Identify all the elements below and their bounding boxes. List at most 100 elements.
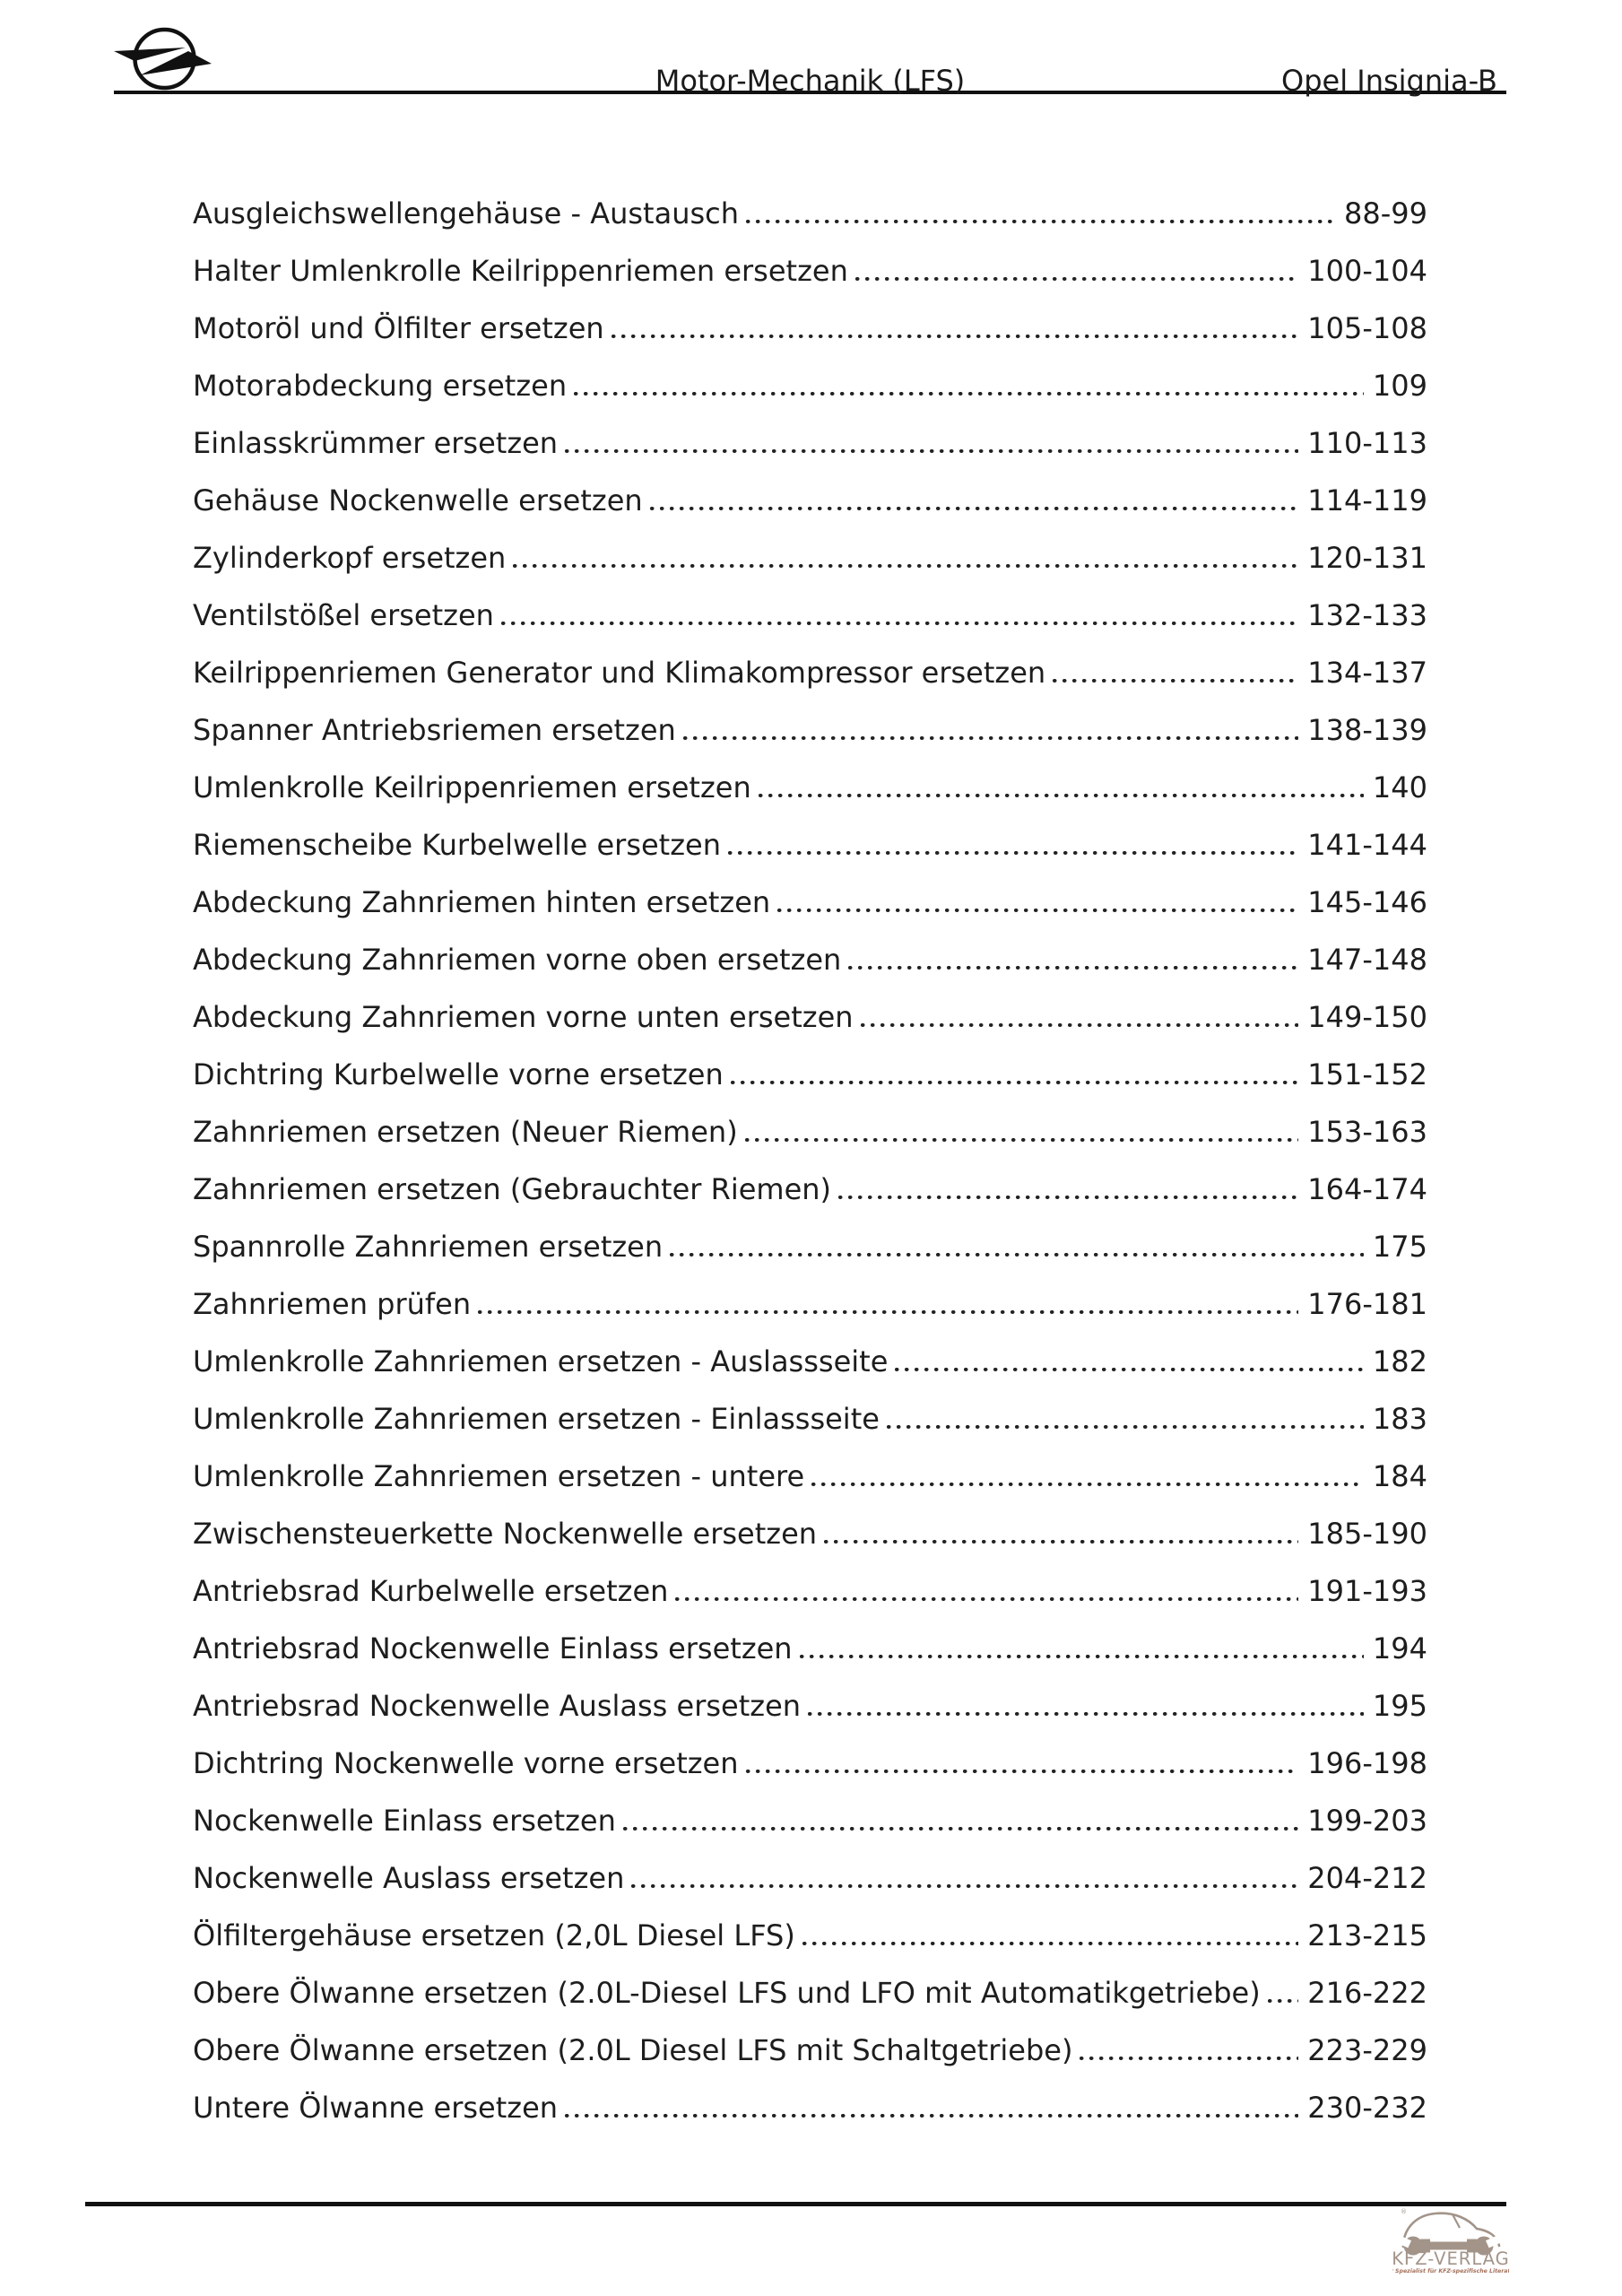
toc-dot-leader bbox=[675, 1596, 1299, 1601]
toc-entry-pages: 230-232 bbox=[1307, 2091, 1427, 2125]
kfz-verlag-wordmark: KFZ-VERLAG bbox=[1392, 2248, 1509, 2269]
toc-entry-title: Abdeckung Zahnriemen hinten ersetzen bbox=[193, 885, 771, 919]
toc-dot-leader bbox=[1267, 1998, 1299, 2003]
toc-entry-title: Abdeckung Zahnriemen vorne oben ersetzen bbox=[193, 943, 842, 977]
toc-entry[interactable]: Untere Ölwanne ersetzen 230-232 bbox=[193, 2092, 1427, 2150]
toc-dot-leader bbox=[478, 1309, 1299, 1314]
toc-entry-pages: 110-113 bbox=[1307, 426, 1427, 460]
toc-entry[interactable]: Umlenkrolle Keilrippenriemen ersetzen 14… bbox=[193, 772, 1427, 830]
toc-entry[interactable]: Dichtring Kurbelwelle vorne ersetzen 151… bbox=[193, 1059, 1427, 1117]
toc-dot-leader bbox=[802, 1941, 1299, 1945]
toc-entry[interactable]: Ölfiltergehäuse ersetzen (2,0L Diesel LF… bbox=[193, 1920, 1427, 1978]
opel-blitz-logo bbox=[114, 27, 212, 91]
toc-entry[interactable]: Zahnriemen ersetzen (Gebrauchter Riemen)… bbox=[193, 1174, 1427, 1231]
toc-dot-leader bbox=[574, 391, 1364, 396]
toc-entry-pages: 182 bbox=[1372, 1344, 1427, 1378]
toc-entry[interactable]: Nockenwelle Einlass ersetzen 199-203 bbox=[193, 1805, 1427, 1863]
toc-entry-title: Zylinderkopf ersetzen bbox=[193, 541, 507, 575]
toc-entry-pages: 213-215 bbox=[1307, 1918, 1427, 1952]
toc-entry[interactable]: Gehäuse Nockenwelle ersetzen 114-119 bbox=[193, 485, 1427, 543]
toc-entry-pages: 100-104 bbox=[1307, 254, 1427, 288]
wrench-icon bbox=[1396, 2235, 1501, 2256]
toc-entry[interactable]: Keilrippenriemen Generator und Klimakomp… bbox=[193, 657, 1427, 715]
toc-dot-leader bbox=[854, 276, 1299, 281]
toc-entry[interactable]: Zahnriemen ersetzen (Neuer Riemen) 153-1… bbox=[193, 1117, 1427, 1174]
toc-entry[interactable]: Zahnriemen prüfen 176-181 bbox=[193, 1289, 1427, 1346]
toc-entry[interactable]: Obere Ölwanne ersetzen (2.0L-Diesel LFS … bbox=[193, 1978, 1427, 2035]
toc-dot-leader bbox=[811, 1482, 1364, 1486]
toc-entry[interactable]: Umlenkrolle Zahnriemen ersetzen - untere… bbox=[193, 1461, 1427, 1518]
toc-entry-title: Untere Ölwanne ersetzen bbox=[193, 2091, 559, 2125]
toc-entry-pages: 140 bbox=[1372, 770, 1427, 804]
toc-entry-title: Umlenkrolle Keilrippenriemen ersetzen bbox=[193, 770, 751, 804]
toc-dot-leader bbox=[758, 793, 1364, 797]
toc-dot-leader bbox=[744, 1137, 1299, 1142]
toc-entry-pages: 138-139 bbox=[1307, 713, 1427, 747]
toc-entry[interactable]: Ventilstößel ersetzen 132-133 bbox=[193, 600, 1427, 657]
toc-dot-leader bbox=[746, 219, 1336, 223]
toc-entry-title: Umlenkrolle Zahnriemen ersetzen - Auslas… bbox=[193, 1344, 889, 1378]
toc-dot-leader bbox=[848, 965, 1299, 970]
toc-dot-leader bbox=[745, 1769, 1299, 1773]
toc-entry-pages: 120-131 bbox=[1307, 541, 1427, 575]
toc-entry-pages: 184 bbox=[1372, 1459, 1427, 1493]
toc-entry[interactable]: Antriebsrad Nockenwelle Auslass ersetzen… bbox=[193, 1691, 1427, 1748]
toc-entry[interactable]: Motoröl und Ölfilter ersetzen 105-108 bbox=[193, 313, 1427, 370]
toc-entry[interactable]: Riemenscheibe Kurbelwelle ersetzen 141-1… bbox=[193, 830, 1427, 887]
toc-dot-leader bbox=[611, 334, 1299, 338]
toc-entry[interactable]: Spanner Antriebsriemen ersetzen 138-139 bbox=[193, 715, 1427, 772]
toc-entry[interactable]: Einlasskrümmer ersetzen 110-113 bbox=[193, 428, 1427, 485]
page-header: Motor-Mechanik (LFS) Opel Insignia-B bbox=[114, 0, 1506, 96]
toc-dot-leader bbox=[1053, 678, 1299, 683]
toc-entry[interactable]: Ausgleichswellengehäuse - Austausch 88-9… bbox=[193, 198, 1427, 256]
toc-dot-leader bbox=[565, 448, 1299, 453]
toc-entry[interactable]: Antriebsrad Nockenwelle Einlass ersetzen… bbox=[193, 1633, 1427, 1691]
windshield-line-icon bbox=[1452, 2213, 1461, 2229]
toc-dot-leader bbox=[860, 1022, 1299, 1027]
toc-dot-leader bbox=[838, 1195, 1299, 1199]
toc-entry-pages: 216-222 bbox=[1307, 1976, 1427, 2010]
toc-entry[interactable]: Obere Ölwanne ersetzen (2.0L Diesel LFS … bbox=[193, 2035, 1427, 2092]
toc-entry-pages: 105-108 bbox=[1307, 311, 1427, 345]
toc-entry-title: Keilrippenriemen Generator und Klimakomp… bbox=[193, 656, 1046, 690]
toc-entry[interactable]: Abdeckung Zahnriemen hinten ersetzen 145… bbox=[193, 887, 1427, 944]
toc-entry[interactable]: Zylinderkopf ersetzen 120-131 bbox=[193, 543, 1427, 600]
toc-entry[interactable]: Dichtring Nockenwelle vorne ersetzen 196… bbox=[193, 1748, 1427, 1805]
toc-entry[interactable]: Nockenwelle Auslass ersetzen 204-212 bbox=[193, 1863, 1427, 1920]
toc-entry-pages: 204-212 bbox=[1307, 1861, 1427, 1895]
toc-entry-pages: 183 bbox=[1372, 1402, 1427, 1436]
toc-entry[interactable]: Halter Umlenkrolle Keilrippenriemen erse… bbox=[193, 256, 1427, 313]
toc-dot-leader bbox=[727, 850, 1299, 855]
kfz-verlag-logo: ® KFZ-VERLAG Ihr Spezialist für KFZ-spez… bbox=[1392, 2208, 1509, 2274]
toc-dot-leader bbox=[565, 2113, 1299, 2118]
toc-dot-leader bbox=[730, 1080, 1299, 1084]
toc-entry-title: Antriebsrad Nockenwelle Einlass ersetzen bbox=[193, 1631, 793, 1665]
toc-entry-title: Zahnriemen ersetzen (Neuer Riemen) bbox=[193, 1115, 738, 1149]
toc-entry[interactable]: Umlenkrolle Zahnriemen ersetzen - Auslas… bbox=[193, 1346, 1427, 1404]
toc-entry[interactable]: Abdeckung Zahnriemen vorne unten ersetze… bbox=[193, 1002, 1427, 1059]
toc-list: Ausgleichswellengehäuse - Austausch 88-9… bbox=[193, 198, 1427, 2150]
toc-entry[interactable]: Abdeckung Zahnriemen vorne oben ersetzen… bbox=[193, 944, 1427, 1002]
toc-entry-title: Zahnriemen ersetzen (Gebrauchter Riemen) bbox=[193, 1172, 832, 1206]
toc-entry-pages: 195 bbox=[1372, 1689, 1427, 1723]
toc-entry-pages: 88-99 bbox=[1344, 196, 1427, 230]
toc-entry-title: Gehäuse Nockenwelle ersetzen bbox=[193, 483, 643, 517]
toc-entry-pages: 194 bbox=[1372, 1631, 1427, 1665]
toc-entry-title: Abdeckung Zahnriemen vorne unten ersetze… bbox=[193, 1000, 854, 1034]
toc-entry-pages: 134-137 bbox=[1307, 656, 1427, 690]
toc-entry[interactable]: Motorabdeckung ersetzen 109 bbox=[193, 370, 1427, 428]
toc-entry[interactable]: Zwischensteuerkette Nockenwelle ersetzen… bbox=[193, 1518, 1427, 1576]
toc-entry-title: Zahnriemen prüfen bbox=[193, 1287, 472, 1321]
toc-entry-pages: 223-229 bbox=[1307, 2033, 1427, 2067]
toc-entry[interactable]: Antriebsrad Kurbelwelle ersetzen 191-193 bbox=[193, 1576, 1427, 1633]
toc-entry-title: Antriebsrad Nockenwelle Auslass ersetzen bbox=[193, 1689, 802, 1723]
toc-entry-title: Ausgleichswellengehäuse - Austausch bbox=[193, 196, 740, 230]
toc-entry[interactable]: Umlenkrolle Zahnriemen ersetzen - Einlas… bbox=[193, 1404, 1427, 1461]
toc-entry[interactable]: Spannrolle Zahnriemen ersetzen 175 bbox=[193, 1231, 1427, 1289]
toc-dot-leader bbox=[682, 735, 1299, 740]
toc-dot-leader bbox=[777, 908, 1299, 912]
toc-entry-title: Nockenwelle Auslass ersetzen bbox=[193, 1861, 625, 1895]
toc-entry-title: Spanner Antriebsriemen ersetzen bbox=[193, 713, 676, 747]
toc-entry-title: Ölfiltergehäuse ersetzen (2,0L Diesel LF… bbox=[193, 1918, 795, 1952]
toc-dot-leader bbox=[886, 1424, 1364, 1429]
